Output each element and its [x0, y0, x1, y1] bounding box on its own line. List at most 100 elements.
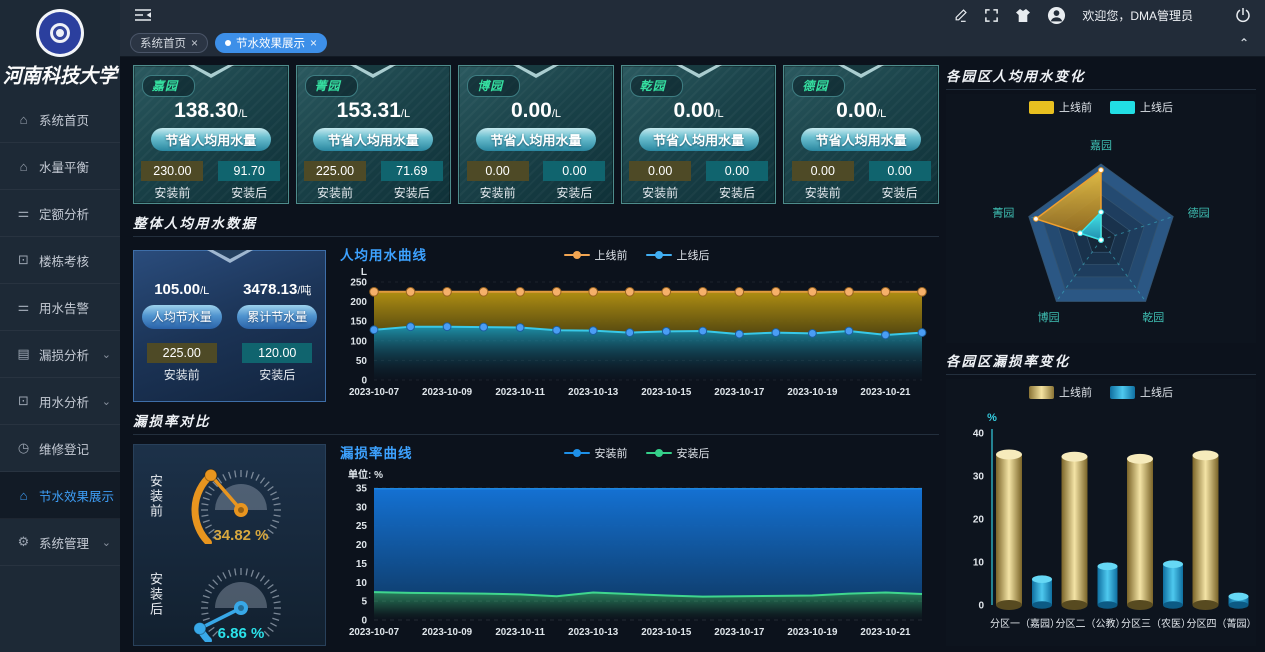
legend-item-安装后[interactable]: 安装后 — [645, 445, 710, 461]
gauge-label: 安装后 — [148, 571, 163, 617]
park-saving-button[interactable]: 节省人均用水量 — [638, 128, 759, 151]
monitor-icon: ⊡ — [18, 252, 29, 267]
legend-item-上线前[interactable]: 上线前 — [1029, 99, 1092, 115]
legend-label: 安装后 — [676, 448, 710, 460]
edit-icon[interactable] — [953, 8, 968, 23]
per-capita-saving-button[interactable]: 人均节水量 — [141, 304, 222, 329]
overall-stat-card: 105.00/L 人均节水量 3478.13/吨 累计节水量 225.00 安装… — [133, 249, 326, 402]
university-logo-core — [48, 21, 72, 45]
svg-text:L: L — [361, 267, 367, 278]
card-notch-icon — [838, 65, 885, 78]
sidebar-item-用水分析[interactable]: ⊡ 用水分析 ⌄ — [0, 378, 120, 425]
theme-icon[interactable] — [1015, 8, 1031, 23]
overall-before-label: 安装前 — [163, 367, 200, 382]
park-saving-button[interactable]: 节省人均用水量 — [150, 128, 271, 151]
power-icon[interactable] — [1235, 7, 1251, 23]
leak-chart-title: 漏损率曲线 — [340, 446, 413, 461]
tab-系统首页[interactable]: 系统首页 × — [130, 33, 209, 53]
svg-text:15: 15 — [356, 559, 368, 570]
legend-item-上线后[interactable]: 上线后 — [1110, 384, 1173, 400]
radar-panel: 上线前 上线后 嘉园 德园 乾园 博园 菁园 — [946, 94, 1256, 344]
sidebar-item-系统首页[interactable]: ⌂ 系统首页 — [0, 96, 120, 143]
collapse-tabs-icon[interactable]: ⌃ — [1238, 36, 1249, 50]
radar-section-title: 各园区人均用水变化 — [946, 65, 1256, 90]
sidebar-item-节水效果展示[interactable]: ⌂ 节水效果展示 — [0, 472, 120, 519]
svg-text:5: 5 — [361, 597, 367, 608]
clock-icon: ◷ — [17, 440, 30, 455]
park-name-badge: 博园 — [467, 75, 521, 97]
park-saving-button[interactable]: 节省人均用水量 — [475, 128, 596, 151]
park-card-德园: 德园 0.00/L 节省人均用水量 0.00 安装前 0.00 安装后 — [783, 65, 939, 204]
park-after-label: 安装后 — [718, 186, 755, 200]
sidebar-item-label: 楼栋考核 — [39, 254, 90, 269]
leak-chart-panel: 漏损率曲线 安装前 安装后 0 5 10 15 20 25 30 35 单位: % 2023-10-… — [334, 440, 939, 646]
park-after-label: 安装后 — [556, 186, 593, 200]
total-saving-button[interactable]: 累计节水量 — [237, 304, 318, 329]
sidebar-item-定额分析[interactable]: ⚌ 定额分析 — [0, 190, 120, 237]
leak-row: 安装前 34.82 % 安装后 6.86 % 漏损率曲线 安装前 安装后 0 5 10 15 2… — [133, 440, 939, 646]
legend-item-上线后[interactable]: 上线后 — [645, 247, 710, 263]
section-title-leak: 漏损率对比 — [133, 410, 939, 435]
legend-label: 上线前 — [594, 249, 628, 262]
svg-text:乾园: 乾园 — [1142, 311, 1164, 324]
park-saving-button[interactable]: 节省人均用水量 — [801, 128, 922, 151]
avatar[interactable] — [1047, 6, 1066, 25]
overall-after: 120.00 安装后 — [242, 342, 313, 383]
tab-label: 系统首页 — [140, 38, 186, 50]
legend-marker — [1110, 100, 1135, 114]
close-tab-icon[interactable]: × — [310, 36, 318, 50]
svg-text:2023-10-07: 2023-10-07 — [349, 387, 400, 398]
sidebar-item-label: 用水告警 — [39, 301, 90, 316]
per-capita-chart-title: 人均用水曲线 — [340, 247, 427, 263]
fullscreen-icon[interactable] — [984, 8, 999, 23]
sidebar-item-系统管理[interactable]: ⚙ 系统管理 ⌄ — [0, 519, 120, 566]
legend-label: 上线后 — [1140, 102, 1173, 114]
collapse-sidebar-icon[interactable] — [134, 8, 152, 22]
park-card-乾园: 乾园 0.00/L 节省人均用水量 0.00 安装前 0.00 安装后 — [620, 65, 777, 204]
sidebar-item-水量平衡[interactable]: ⌂ 水量平衡 — [0, 143, 120, 190]
legend-marker — [1110, 385, 1135, 399]
legend-marker — [1029, 385, 1054, 399]
tab-节水效果展示[interactable]: 节水效果展示 × — [215, 33, 328, 53]
right-column: 各园区人均用水变化 上线前 上线后 嘉园 德园 乾园 博园 菁园 各园区漏损率变化 上线前… — [946, 65, 1259, 646]
park-saving-button[interactable]: 节省人均用水量 — [313, 128, 434, 151]
per-capita-chart-panel: 人均用水曲线 上线前 上线后 0 50 100 150 200 250 L 2023-10-07… — [334, 242, 939, 402]
legend-item-安装前[interactable]: 安装前 — [563, 445, 628, 461]
sidebar-item-用水告警[interactable]: ⚌ 用水告警 — [0, 284, 120, 331]
park-before: 225.00 安装前 — [303, 161, 366, 201]
svg-text:单位: %: 单位: % — [348, 468, 383, 481]
legend-label: 上线后 — [1140, 387, 1173, 400]
card-notch-icon — [350, 65, 397, 78]
park-before-value: 225.00 — [303, 161, 366, 181]
card-notch-icon — [675, 65, 722, 78]
svg-text:50: 50 — [356, 356, 368, 367]
home-icon: ⌂ — [19, 158, 28, 174]
gauge-安装后: 安装后 6.86 % — [134, 546, 325, 642]
svg-text:0: 0 — [978, 601, 984, 612]
svg-text:25: 25 — [356, 521, 368, 532]
close-tab-icon[interactable]: × — [191, 36, 199, 50]
sidebar-item-漏损分析[interactable]: ▤ 漏损分析 ⌄ — [0, 331, 120, 378]
overall-row: 105.00/L 人均节水量 3478.13/吨 累计节水量 225.00 安装… — [133, 242, 939, 402]
sidebar-item-楼栋考核[interactable]: ⊡ 楼栋考核 — [0, 237, 120, 284]
park-name-badge: 嘉园 — [142, 75, 196, 97]
sidebar-item-维修登记[interactable]: ◷ 维修登记 — [0, 425, 120, 472]
legend-item-上线前[interactable]: 上线前 — [1029, 384, 1092, 400]
park-saving-value: 153.31/L — [336, 99, 411, 122]
park-before: 0.00 安装前 — [629, 161, 692, 201]
topbar: 欢迎您，DMA管理员 — [120, 0, 1265, 30]
park-before-label: 安装前 — [642, 186, 679, 200]
sliders-icon: ⚌ — [17, 299, 30, 314]
park-card-嘉园: 嘉园 138.30/L 节省人均用水量 230.00 安装前 91.70 安装后 — [133, 65, 289, 204]
park-before: 230.00 安装前 — [141, 161, 204, 201]
legend-item-上线前[interactable]: 上线前 — [563, 247, 628, 263]
legend-item-上线后[interactable]: 上线后 — [1110, 99, 1173, 115]
active-tab-dot — [225, 40, 232, 46]
sidebar-item-label: 漏损分析 — [39, 348, 90, 363]
svg-text:100: 100 — [350, 336, 367, 347]
svg-text:10: 10 — [356, 578, 368, 589]
svg-text:菁园: 菁园 — [992, 206, 1014, 219]
svg-text:2023-10-09: 2023-10-09 — [422, 387, 473, 398]
gear-icon: ⚙ — [17, 534, 30, 549]
gauge-安装前: 安装前 34.82 % — [134, 448, 325, 544]
